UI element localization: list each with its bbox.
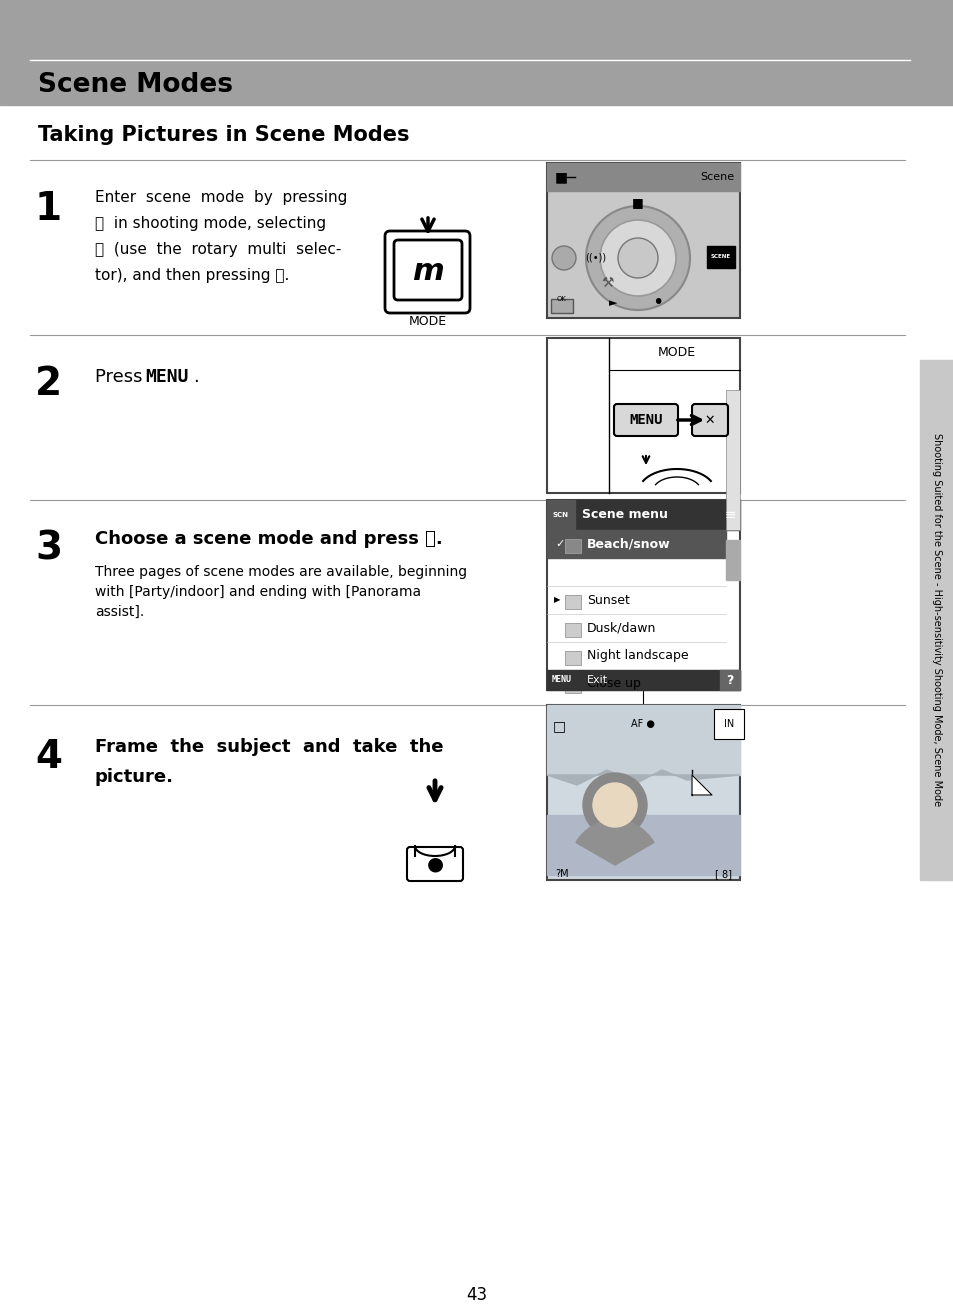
Bar [564, 623, 580, 637]
Text: tor), and then pressing ⒪.: tor), and then pressing ⒪. [95, 268, 289, 283]
Text: MENU: MENU [145, 368, 189, 386]
Text: ✕: ✕ [704, 414, 715, 427]
FancyBboxPatch shape [394, 240, 461, 300]
FancyBboxPatch shape [691, 403, 727, 436]
Text: Sunset: Sunset [586, 594, 629, 607]
Text: Close up: Close up [586, 678, 640, 690]
Text: Beach/snow: Beach/snow [586, 537, 670, 551]
Text: 2: 2 [35, 365, 62, 403]
Text: SCENE: SCENE [710, 255, 730, 259]
Wedge shape [576, 820, 654, 865]
Text: MENU: MENU [552, 675, 572, 685]
Bar [546, 163, 740, 318]
FancyBboxPatch shape [385, 231, 470, 313]
Text: ≡: ≡ [723, 509, 735, 522]
Text: SCN: SCN [553, 512, 568, 518]
Bar [546, 338, 740, 493]
Bar [564, 679, 580, 692]
Text: IN: IN [723, 719, 733, 729]
Text: Scene modes: Scene modes [596, 720, 689, 735]
Circle shape [552, 246, 576, 269]
Circle shape [618, 238, 658, 279]
FancyBboxPatch shape [706, 246, 734, 268]
Bar [546, 706, 740, 880]
Bar [546, 501, 740, 530]
Text: ✓: ✓ [555, 539, 564, 549]
Text: Frame  the  subject  and  take  the: Frame the subject and take the [95, 738, 443, 756]
Text: Ⓢ  (use  the  rotary  multi  selec-: Ⓢ (use the rotary multi selec- [95, 242, 341, 258]
Text: Shooting Suited for the Scene - High-sensitivity Shooting Mode, Scene Mode: Shooting Suited for the Scene - High-sen… [931, 434, 941, 807]
FancyBboxPatch shape [614, 403, 678, 436]
FancyBboxPatch shape [407, 848, 462, 880]
Circle shape [582, 773, 646, 837]
Text: Scene menu: Scene menu [581, 509, 667, 522]
Text: Scene: Scene [700, 172, 733, 183]
Text: ■: ■ [555, 170, 568, 184]
Text: .: . [193, 368, 198, 386]
Text: MODE: MODE [409, 315, 447, 328]
Polygon shape [546, 770, 740, 784]
Text: MODE: MODE [658, 346, 696, 359]
Text: Press: Press [95, 368, 148, 386]
Text: Dusk/dawn: Dusk/dawn [586, 622, 656, 635]
Text: □: □ [553, 719, 565, 733]
Text: Choose a scene mode and press ⒪.: Choose a scene mode and press ⒪. [95, 530, 442, 548]
Bar [725, 390, 740, 530]
Bar [546, 670, 740, 690]
Text: MENU: MENU [629, 413, 662, 427]
Text: 1: 1 [35, 191, 62, 229]
Bar [546, 530, 725, 558]
Polygon shape [691, 775, 711, 795]
Text: ►: ► [608, 298, 617, 307]
Text: AF ●: AF ● [630, 719, 655, 729]
Circle shape [593, 783, 637, 827]
Text: with [Party/indoor] and ending with [Panorama: with [Party/indoor] and ending with [Pan… [95, 585, 420, 599]
Bar [564, 539, 580, 553]
Text: 43: 43 [466, 1286, 487, 1303]
Bar [725, 540, 740, 579]
Bar [546, 706, 740, 775]
Text: 3: 3 [35, 530, 62, 568]
Text: Exit: Exit [586, 675, 607, 685]
Text: Night landscape: Night landscape [586, 649, 688, 662]
Circle shape [599, 219, 676, 296]
Text: Enter  scene  mode  by  pressing: Enter scene mode by pressing [95, 191, 347, 205]
Text: 4: 4 [35, 738, 62, 777]
Text: Three pages of scene modes are available, beginning: Three pages of scene modes are available… [95, 565, 467, 579]
Text: ■: ■ [632, 197, 643, 209]
Text: [ 8]: [ 8] [714, 869, 731, 879]
Text: m: m [412, 258, 443, 286]
Text: OK: OK [557, 296, 566, 302]
Bar [546, 501, 575, 530]
Bar [546, 815, 740, 875]
Text: assist].: assist]. [95, 604, 144, 619]
Text: ?: ? [725, 674, 733, 686]
Text: ●: ● [426, 854, 443, 874]
Bar [0, 0, 953, 105]
Text: ⚒: ⚒ [601, 276, 614, 290]
Bar [919, 360, 953, 880]
Bar [546, 501, 740, 690]
Text: ▶: ▶ [554, 595, 560, 604]
Circle shape [585, 206, 689, 310]
Text: Scene Modes: Scene Modes [38, 72, 233, 99]
Bar [564, 650, 580, 665]
Bar [564, 595, 580, 608]
Text: Ⓜ  in shooting mode, selecting: Ⓜ in shooting mode, selecting [95, 215, 326, 231]
Text: ((•)): ((•)) [585, 254, 606, 263]
Bar [720, 670, 740, 690]
Text: picture.: picture. [95, 767, 173, 786]
Bar [551, 300, 573, 313]
Bar [546, 163, 740, 191]
Text: ?M: ?M [555, 869, 568, 879]
Text: •: • [652, 293, 663, 313]
Text: Taking Pictures in Scene Modes: Taking Pictures in Scene Modes [38, 125, 409, 145]
